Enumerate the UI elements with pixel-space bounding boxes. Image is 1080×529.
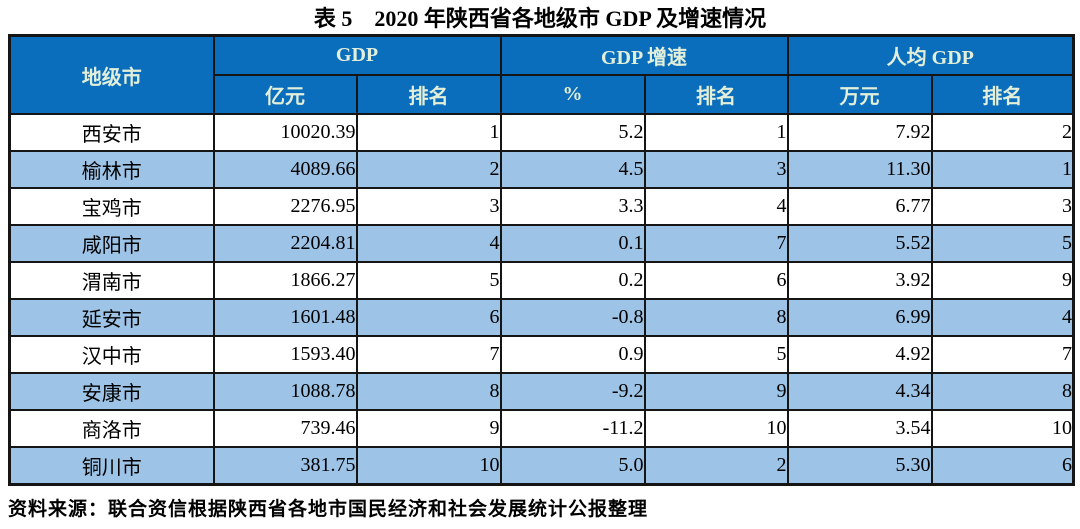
header-city: 地级市: [8, 34, 215, 115]
cell-gdp-rank: 6: [355, 298, 502, 337]
cell-city: 西安市: [8, 113, 215, 152]
cell-per-capita-rank: 3: [930, 187, 1075, 226]
table-row: 安康市 1088.78 8 -9.2 9 4.34 8: [8, 372, 1075, 411]
header-group-gdp: GDP: [212, 34, 502, 76]
cell-growth: 4.5: [499, 150, 646, 189]
cell-city: 延安市: [8, 298, 215, 337]
cell-growth-rank: 2: [643, 446, 789, 486]
subheader-per-capita-rank: 排名: [930, 74, 1075, 115]
cell-gdp-rank: 1: [355, 113, 502, 152]
cell-per-capita: 5.52: [786, 224, 933, 263]
cell-per-capita-rank: 7: [930, 335, 1075, 374]
table-row: 渭南市 1866.27 5 0.2 6 3.92 9: [8, 261, 1075, 300]
subheader-gdp-unit: 亿元: [212, 74, 358, 115]
cell-per-capita: 3.92: [786, 261, 933, 300]
cell-per-capita: 11.30: [786, 150, 933, 189]
cell-city: 铜川市: [8, 446, 215, 486]
gdp-table: 地级市 GDP GDP 增速 人均 GDP 亿元 排名 % 排名 万元 排名 西…: [8, 34, 1075, 486]
table-row: 铜川市 381.75 10 5.0 2 5.30 6: [8, 446, 1075, 486]
cell-city: 榆林市: [8, 150, 215, 189]
cell-city: 安康市: [8, 372, 215, 411]
table-row: 汉中市 1593.40 7 0.9 5 4.92 7: [8, 335, 1075, 374]
cell-per-capita: 4.92: [786, 335, 933, 374]
subheader-gdp-rank: 排名: [355, 74, 502, 115]
cell-city: 宝鸡市: [8, 187, 215, 226]
subheader-per-capita-unit: 万元: [786, 74, 933, 115]
cell-growth-rank: 7: [643, 224, 789, 263]
cell-gdp: 1601.48: [212, 298, 358, 337]
cell-gdp-rank: 4: [355, 224, 502, 263]
cell-gdp-rank: 10: [355, 446, 502, 486]
cell-growth-rank: 6: [643, 261, 789, 300]
cell-growth-rank: 4: [643, 187, 789, 226]
cell-growth: 0.1: [499, 224, 646, 263]
cell-gdp-rank: 8: [355, 372, 502, 411]
cell-gdp: 739.46: [212, 409, 358, 448]
subheader-growth-rank: 排名: [643, 74, 789, 115]
cell-per-capita: 4.34: [786, 372, 933, 411]
cell-gdp-rank: 5: [355, 261, 502, 300]
cell-gdp-rank: 9: [355, 409, 502, 448]
table-row: 咸阳市 2204.81 4 0.1 7 5.52 5: [8, 224, 1075, 263]
cell-growth: 0.2: [499, 261, 646, 300]
header-group-row: 地级市 GDP GDP 增速 人均 GDP: [8, 34, 1075, 115]
cell-growth: -0.8: [499, 298, 646, 337]
cell-gdp: 4089.66: [212, 150, 358, 189]
cell-gdp: 1088.78: [212, 372, 358, 411]
table-title: 表 5 2020 年陕西省各地级市 GDP 及增速情况: [313, 6, 767, 31]
cell-gdp: 1593.40: [212, 335, 358, 374]
cell-gdp: 10020.39: [212, 113, 358, 152]
cell-per-capita: 5.30: [786, 446, 933, 486]
header-group-gdp-growth: GDP 增速: [499, 34, 789, 76]
cell-growth-rank: 9: [643, 372, 789, 411]
cell-growth-rank: 10: [643, 409, 789, 448]
subheader-growth-unit: %: [499, 74, 646, 115]
cell-per-capita-rank: 1: [930, 150, 1075, 189]
cell-growth-rank: 5: [643, 335, 789, 374]
cell-per-capita: 6.77: [786, 187, 933, 226]
table-row: 延安市 1601.48 6 -0.8 8 6.99 4: [8, 298, 1075, 337]
cell-per-capita: 3.54: [786, 409, 933, 448]
cell-growth: -9.2: [499, 372, 646, 411]
cell-growth: 5.0: [499, 446, 646, 486]
cell-growth: -11.2: [499, 409, 646, 448]
table-header: 地级市 GDP GDP 增速 人均 GDP 亿元 排名 % 排名 万元 排名: [8, 34, 1075, 115]
cell-gdp-rank: 2: [355, 150, 502, 189]
table-row: 西安市 10020.39 1 5.2 1 7.92 2: [8, 113, 1075, 152]
header-group-per-capita-gdp: 人均 GDP: [786, 34, 1075, 76]
cell-growth-rank: 8: [643, 298, 789, 337]
cell-city: 汉中市: [8, 335, 215, 374]
cell-city: 咸阳市: [8, 224, 215, 263]
table-body: 西安市 10020.39 1 5.2 1 7.92 2 榆林市 4089.66 …: [8, 113, 1075, 486]
cell-per-capita-rank: 6: [930, 446, 1075, 486]
cell-gdp: 381.75: [212, 446, 358, 486]
table-row: 宝鸡市 2276.95 3 3.3 4 6.77 3: [8, 187, 1075, 226]
table-row: 榆林市 4089.66 2 4.5 3 11.30 1: [8, 150, 1075, 189]
cell-city: 渭南市: [8, 261, 215, 300]
cell-growth: 0.9: [499, 335, 646, 374]
cell-city: 商洛市: [8, 409, 215, 448]
header-sub-row: 亿元 排名 % 排名 万元 排名: [10, 74, 1075, 115]
cell-growth: 5.2: [499, 113, 646, 152]
cell-per-capita-rank: 2: [930, 113, 1075, 152]
cell-gdp: 1866.27: [212, 261, 358, 300]
cell-growth-rank: 3: [643, 150, 789, 189]
cell-gdp: 2204.81: [212, 224, 358, 263]
cell-gdp-rank: 7: [355, 335, 502, 374]
cell-per-capita-rank: 4: [930, 298, 1075, 337]
cell-per-capita-rank: 9: [930, 261, 1075, 300]
cell-growth-rank: 1: [643, 113, 789, 152]
cell-per-capita-rank: 8: [930, 372, 1075, 411]
cell-per-capita: 6.99: [786, 298, 933, 337]
cell-per-capita-rank: 5: [930, 224, 1075, 263]
cell-gdp-rank: 3: [355, 187, 502, 226]
source-note: 资料来源：联合资信根据陕西省各地市国民经济和社会发展统计公报整理: [8, 499, 649, 520]
cell-per-capita-rank: 10: [930, 409, 1075, 448]
cell-gdp: 2276.95: [212, 187, 358, 226]
table-row: 商洛市 739.46 9 -11.2 10 3.54 10: [8, 409, 1075, 448]
cell-growth: 3.3: [499, 187, 646, 226]
cell-per-capita: 7.92: [786, 113, 933, 152]
